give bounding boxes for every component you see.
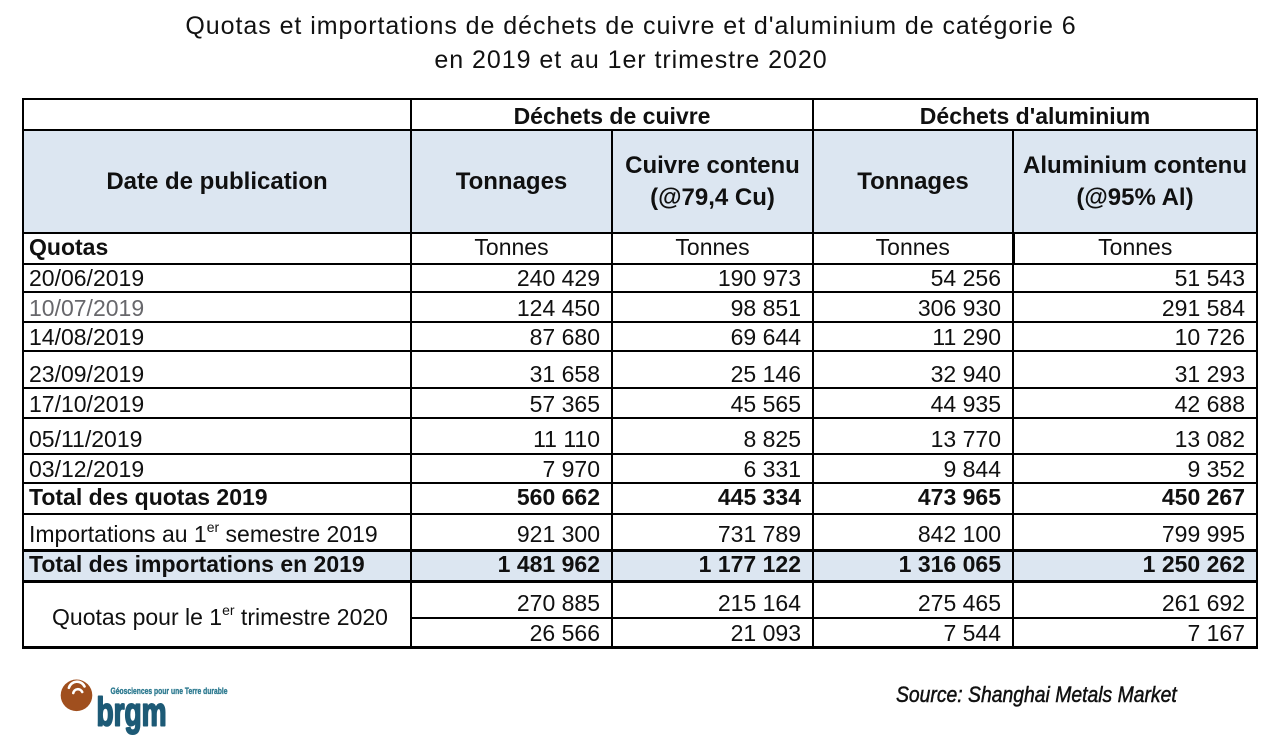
svg-text:Géosciences pour une Terre dur: Géosciences pour une Terre durable — [111, 686, 228, 697]
svg-text:brgm: brgm — [97, 691, 167, 735]
